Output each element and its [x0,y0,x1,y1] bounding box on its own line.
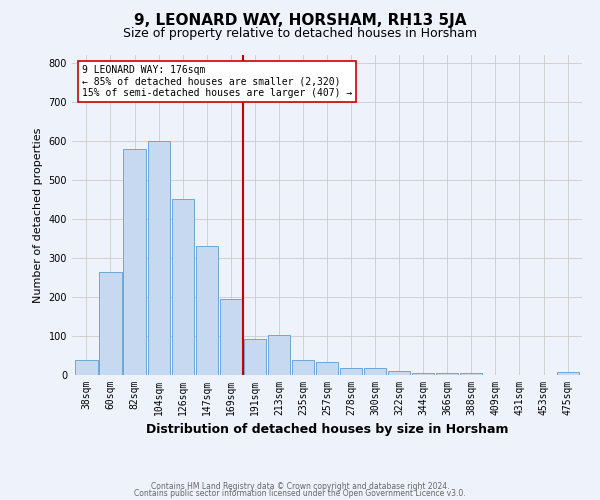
Bar [436,373,458,375]
Text: 9, LEONARD WAY, HORSHAM, RH13 5JA: 9, LEONARD WAY, HORSHAM, RH13 5JA [134,12,466,28]
Text: 9 LEONARD WAY: 176sqm
← 85% of detached houses are smaller (2,320)
15% of semi-d: 9 LEONARD WAY: 176sqm ← 85% of detached … [82,64,352,98]
Y-axis label: Number of detached properties: Number of detached properties [33,128,43,302]
Bar [244,339,266,375]
Bar [364,368,386,375]
Bar [220,299,242,375]
Bar [292,360,314,375]
Bar [196,246,218,375]
Bar [268,335,290,375]
Text: Contains public sector information licensed under the Open Government Licence v3: Contains public sector information licen… [134,489,466,498]
Bar [148,141,170,375]
Bar [124,148,146,375]
Text: Size of property relative to detached houses in Horsham: Size of property relative to detached ho… [123,28,477,40]
Bar [412,373,434,375]
Bar [388,371,410,375]
Bar [316,362,338,375]
Bar [460,373,482,375]
Bar [76,360,98,375]
Bar [340,368,362,375]
Text: Contains HM Land Registry data © Crown copyright and database right 2024.: Contains HM Land Registry data © Crown c… [151,482,449,491]
Bar [557,372,578,375]
Bar [100,272,122,375]
Bar [172,200,194,375]
X-axis label: Distribution of detached houses by size in Horsham: Distribution of detached houses by size … [146,424,508,436]
